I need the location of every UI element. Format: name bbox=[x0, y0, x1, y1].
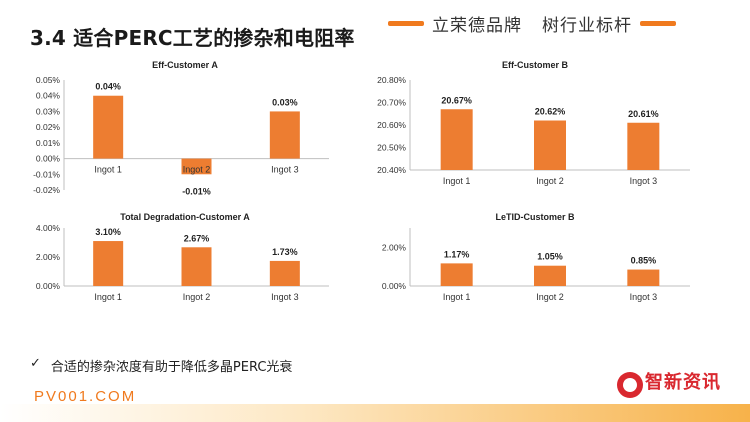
brand-text-right: 树行业标杆 bbox=[542, 15, 632, 36]
chart-letid-customer-b-svg: LeTID-Customer B 2.00% 0.00% Ingot 1 1.17% In… bbox=[382, 212, 690, 302]
chart0-ytick-label: 0.00% bbox=[36, 154, 61, 164]
chart0-bar bbox=[93, 95, 124, 159]
chart-total-degradation-customer-a: Total Degradation-Customer A 4.00% 2.00% 0.… bbox=[30, 210, 340, 327]
chart3-data-label: 1.17% bbox=[444, 249, 470, 259]
chart1-data-label: 20.62% bbox=[535, 107, 566, 117]
chart3-ytick-label: 0.00% bbox=[382, 281, 407, 291]
chart0-bar bbox=[181, 158, 212, 175]
chart0-category-label: Ingot 2 bbox=[183, 165, 211, 175]
chart0-ytick-label: 0.03% bbox=[36, 106, 61, 116]
logo-circle-icon bbox=[617, 372, 643, 398]
watermark-logo: 智新资讯 智新咨询 bbox=[617, 366, 747, 410]
chart1-title: Eff-Customer B bbox=[502, 60, 569, 70]
chart3-category-label: Ingot 2 bbox=[536, 292, 564, 302]
chart-total-degradation-customer-a-svg: Total Degradation-Customer A 4.00% 2.00% 0.… bbox=[36, 212, 329, 302]
chart0-ytick-label: -0.02% bbox=[33, 185, 60, 195]
logo-subtext: 智新咨询 bbox=[653, 390, 702, 404]
chart0-category-label: Ingot 3 bbox=[271, 165, 299, 175]
chart1-bar bbox=[440, 109, 473, 170]
chart3-bar bbox=[534, 265, 566, 286]
chart2-data-label: 3.10% bbox=[95, 227, 121, 237]
brand-bar-right bbox=[640, 20, 676, 26]
chart2-ytick-label: 4.00% bbox=[36, 223, 61, 233]
chart2-data-label: 1.73% bbox=[272, 247, 298, 257]
chart0-ytick-label: 0.04% bbox=[36, 91, 61, 101]
chart3-category-label: Ingot 1 bbox=[443, 292, 471, 302]
chart3-bar bbox=[627, 269, 660, 286]
chart1-data-label: 20.67% bbox=[441, 95, 472, 105]
chart3-data-label: 0.85% bbox=[631, 256, 657, 266]
chart-eff-customer-b-svg: Eff-Customer B 20.80% 20.70% 20.60% 20.50% 20… bbox=[377, 60, 690, 186]
chart0-data-label: 0.04% bbox=[95, 82, 121, 92]
chart0-data-label: -0.01% bbox=[182, 186, 211, 196]
chart2-category-label: Ingot 3 bbox=[271, 292, 299, 302]
chart1-data-label: 20.61% bbox=[628, 109, 659, 119]
chart2-title: Total Degradation-Customer A bbox=[120, 212, 250, 222]
chart2-bar bbox=[181, 247, 212, 286]
chart-eff-customer-a: Eff-Customer A 0.05% 0.04% 0.03% 0.02% 0.01% 0… bbox=[30, 58, 340, 213]
chart1-ytick-label: 20.70% bbox=[377, 98, 406, 108]
chart2-data-label: 2.67% bbox=[184, 233, 210, 243]
chart1-ytick-label: 20.60% bbox=[377, 120, 406, 130]
chart2-ytick-label: 2.00% bbox=[36, 252, 61, 262]
chart-eff-customer-b: Eff-Customer B 20.80% 20.70% 20.60% 20.50% 20… bbox=[370, 58, 700, 213]
chart3-category-label: Ingot 3 bbox=[630, 292, 658, 302]
chart3-ytick-label: 2.00% bbox=[382, 242, 407, 252]
chart0-ytick-label: -0.01% bbox=[33, 169, 60, 179]
chart2-category-label: Ingot 2 bbox=[183, 292, 211, 302]
chart2-category-label: Ingot 1 bbox=[94, 292, 122, 302]
logo-text: 智新资讯 bbox=[645, 372, 721, 393]
chart1-ytick-label: 20.40% bbox=[377, 165, 406, 175]
footer-site: PV001.COM bbox=[34, 388, 137, 405]
chart1-category-label: Ingot 2 bbox=[536, 176, 564, 186]
chart1-ytick-label: 20.80% bbox=[377, 75, 406, 85]
brand-text-left: 立荣德品牌 bbox=[432, 15, 522, 36]
chart-letid-customer-b: LeTID-Customer B 2.00% 0.00% Ingot 1 1.17% In… bbox=[370, 210, 700, 327]
chart1-category-label: Ingot 3 bbox=[630, 176, 658, 186]
chart1-ytick-label: 20.50% bbox=[377, 143, 406, 153]
bullet-text: 合适的掺杂浓度有助于降低多晶PERC光衰 bbox=[50, 360, 293, 375]
chart1-category-label: Ingot 1 bbox=[443, 176, 471, 186]
chart3-data-label: 1.05% bbox=[537, 252, 563, 262]
brand-bar-left bbox=[388, 20, 424, 26]
chart2-ytick-label: 0.00% bbox=[36, 281, 61, 291]
chart2-bar bbox=[269, 260, 300, 286]
bullet-point: ✓ 合适的掺杂浓度有助于降低多晶PERC光衰 bbox=[30, 356, 292, 375]
chart0-ytick-label: 0.02% bbox=[36, 122, 61, 132]
chart2-bar bbox=[93, 241, 124, 286]
chart0-ytick-label: 0.01% bbox=[36, 138, 61, 148]
footer-band bbox=[0, 404, 750, 422]
chart3-bar bbox=[440, 263, 473, 286]
chart-eff-customer-a-svg: Eff-Customer A 0.05% 0.04% 0.03% 0.02% 0.01% 0… bbox=[33, 60, 329, 196]
chart1-bar bbox=[534, 120, 566, 170]
brand-slogan: 立荣德品牌 树行业标杆 bbox=[388, 10, 676, 36]
chart3-title: LeTID-Customer B bbox=[495, 212, 575, 222]
chart0-title: Eff-Customer A bbox=[152, 60, 218, 70]
chart0-ytick-label: 0.05% bbox=[36, 75, 61, 85]
page-title: 3.4 适合PERC工艺的掺杂和电阻率 bbox=[30, 26, 355, 50]
chart0-data-label: 0.03% bbox=[272, 97, 298, 107]
chart0-bar bbox=[269, 111, 300, 159]
checkmark-icon: ✓ bbox=[30, 356, 41, 371]
chart0-category-label: Ingot 1 bbox=[94, 165, 122, 175]
chart1-bar bbox=[627, 122, 660, 170]
